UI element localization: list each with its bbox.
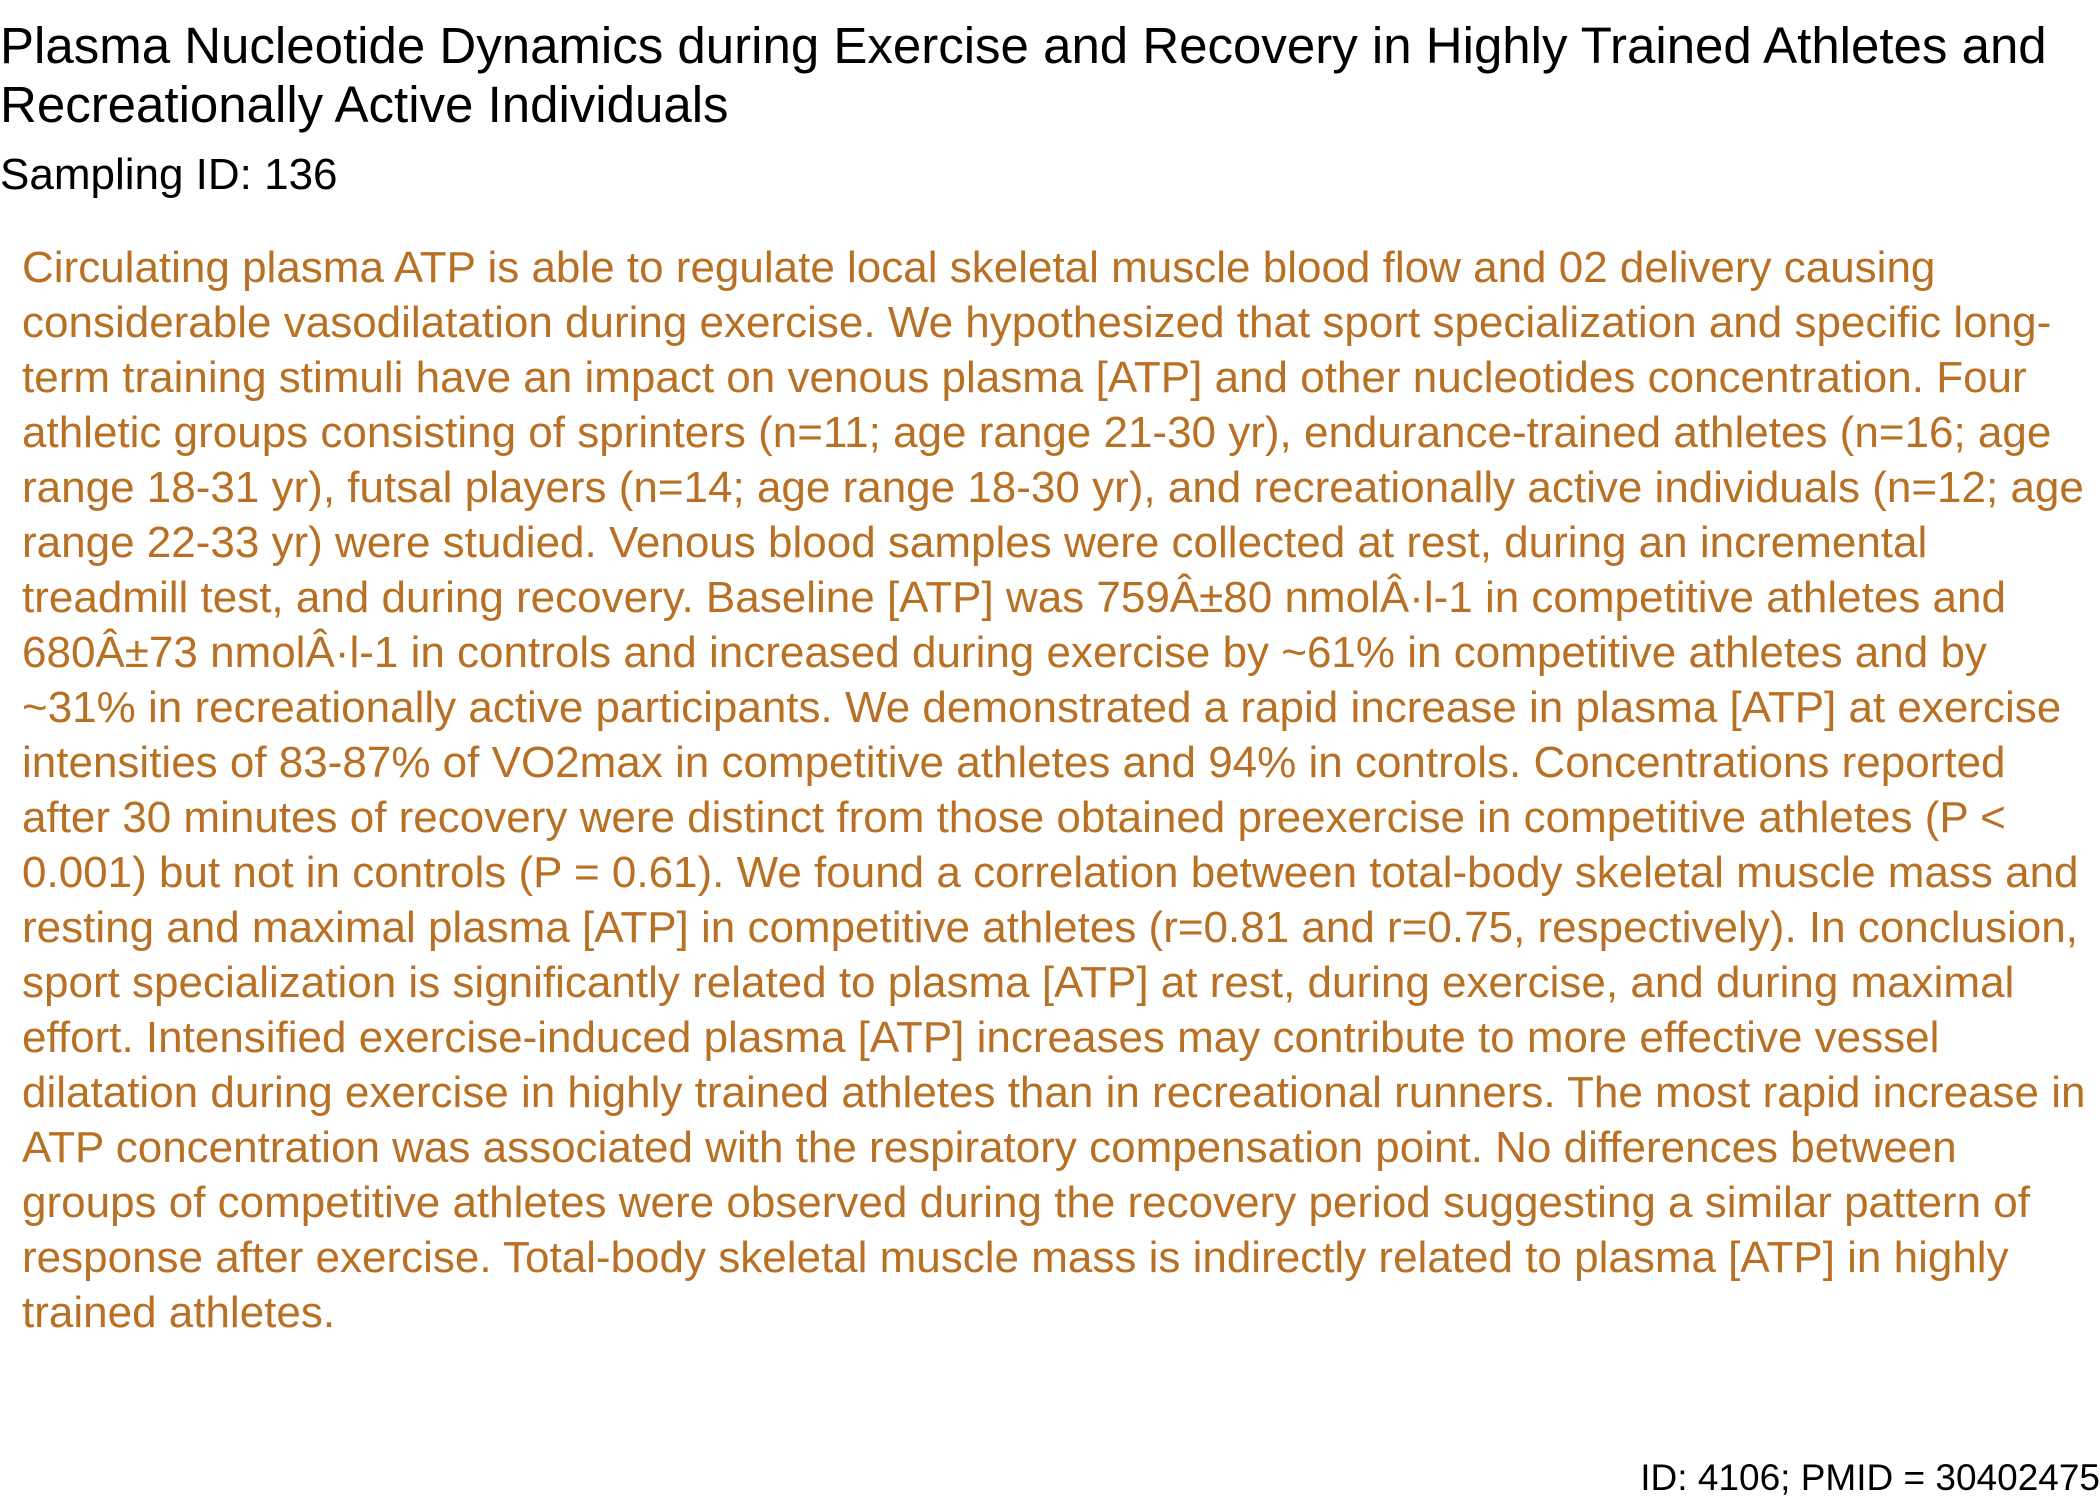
document-title: Plasma Nucleotide Dynamics during Exerci… <box>0 17 2047 133</box>
abstract-text: Circulating plasma ATP is able to regula… <box>22 243 2086 1337</box>
sampling-id: Sampling ID: 136 <box>0 150 338 199</box>
footer-id: ID: 4106; PMID = 30402475 <box>1640 1457 2100 1498</box>
